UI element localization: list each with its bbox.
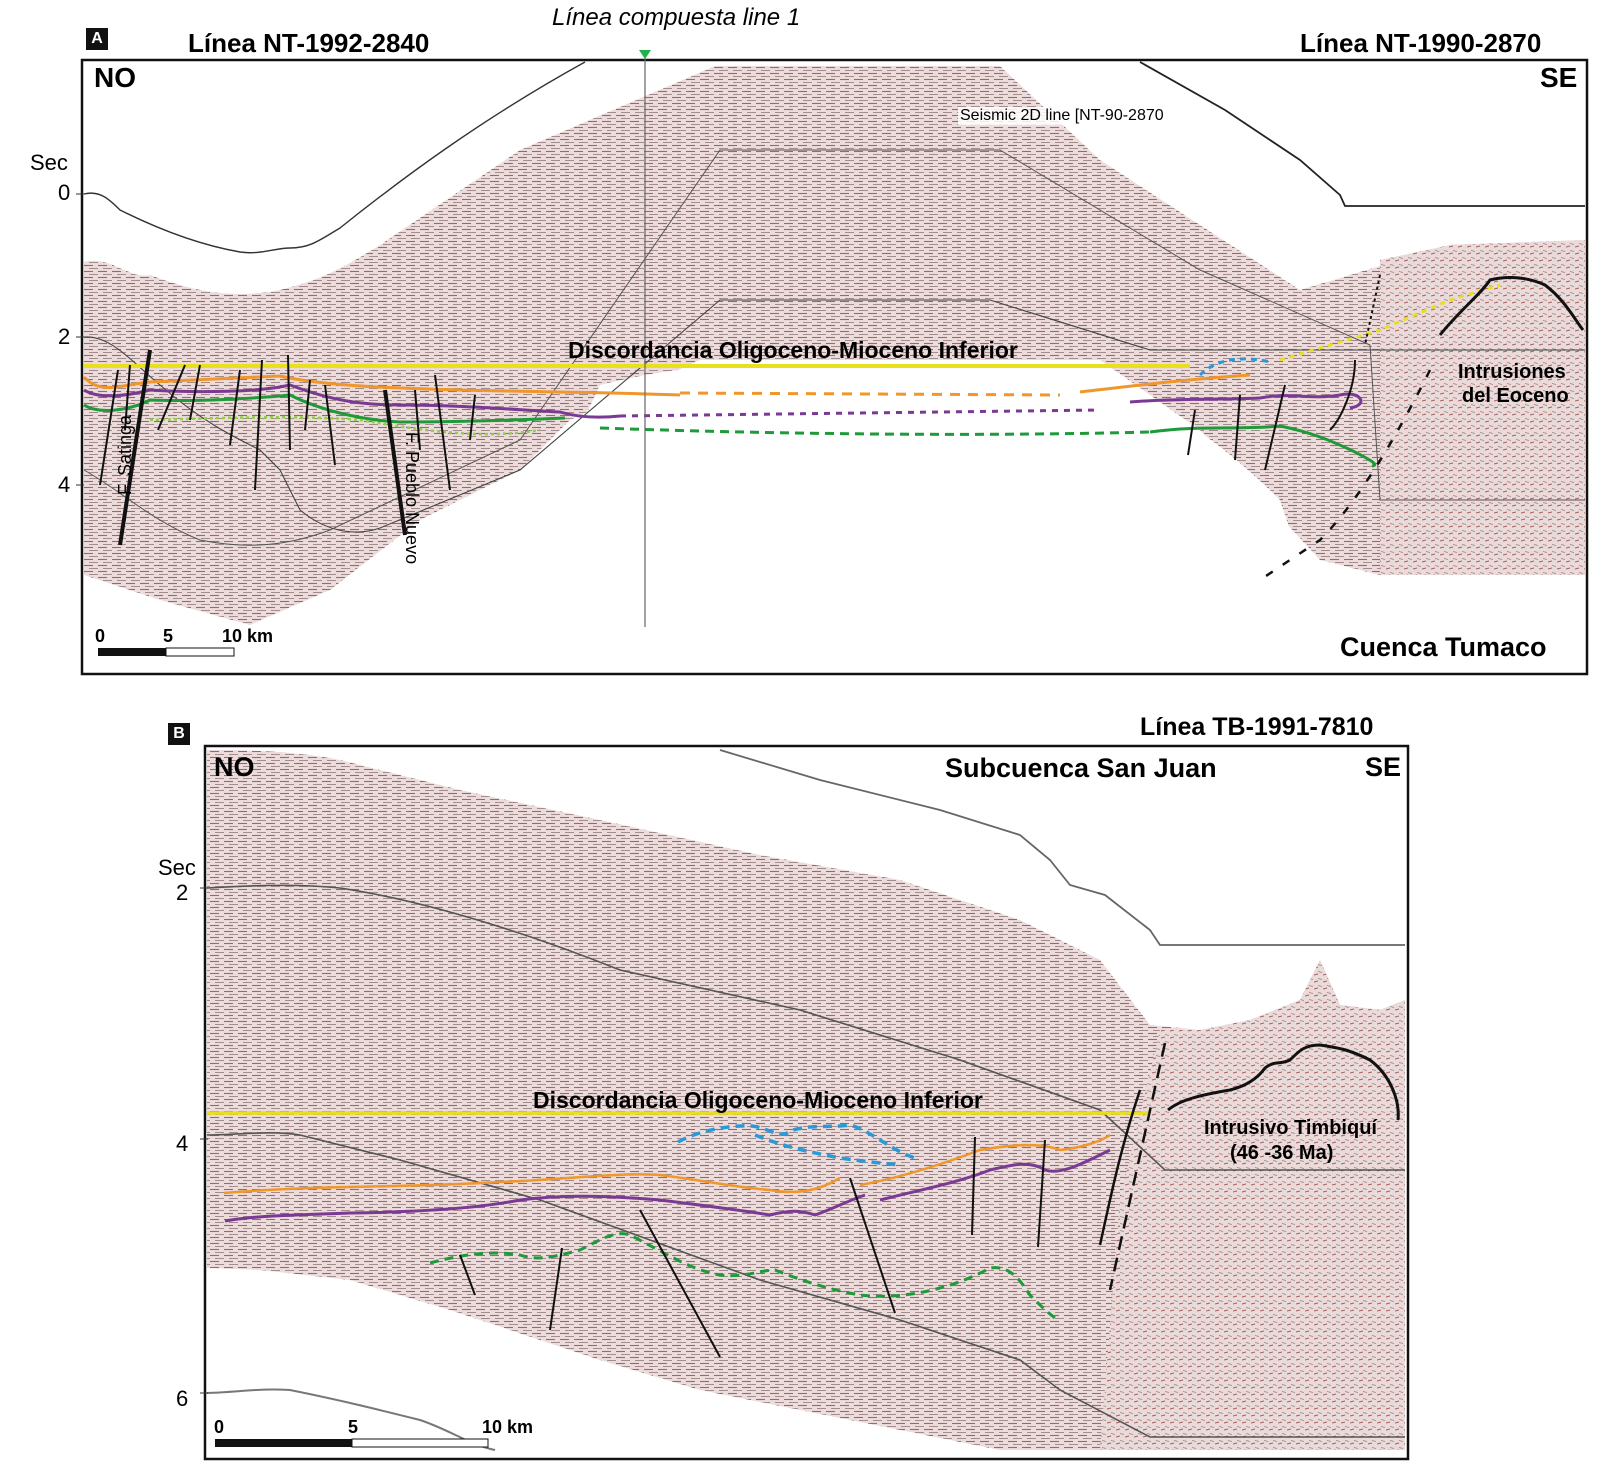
panel-b-horizon-blue — [677, 1123, 916, 1160]
panel-a-intrusion-label-1: Intrusiones — [1458, 361, 1566, 383]
fault-dashed-long — [1259, 369, 1432, 582]
fault-satinga-label: F. Satinga — [115, 414, 135, 495]
fault-pueblo-nuevo — [383, 389, 407, 536]
panel-a-unconformity-label: Discordancia Oligoceno-Mioceno Inferior — [568, 337, 1018, 363]
panel-a-basin-label: Cuenca Tumaco — [1340, 632, 1547, 662]
panel-b-tick-label-6: 6 — [176, 1386, 189, 1411]
panel-a-seafloor-right — [1139, 61, 1585, 207]
panel-a-horizon-purple-right — [1129, 392, 1363, 410]
panel-a-scale-bar-black — [98, 648, 166, 656]
panel-b-scale-bar-white — [351, 1438, 489, 1448]
panel-b-scale-mid: 5 — [348, 1417, 359, 1437]
panel-a-seismic-left-basin — [84, 66, 1585, 625]
panel-a-scale-mid: 5 — [163, 626, 174, 646]
panel-a-axis-unit: Sec — [30, 150, 68, 175]
panel-a-frame — [80, 58, 1589, 676]
panel-a-horizon-green-right — [1149, 424, 1377, 468]
panel-a-faults — [99, 274, 1585, 582]
panel-a-badge: A — [86, 28, 108, 50]
panel-a-line-left-title: Línea NT-1992-2840 — [188, 28, 430, 58]
panel-b-scale-zero: 0 — [214, 1417, 225, 1437]
panel-a-horizon-orange-dashed — [679, 391, 1061, 397]
panel-b-basement-line — [206, 1388, 496, 1451]
panel-a-intrusion-label-2: del Eoceno — [1462, 385, 1569, 407]
panel-b-badge: B — [168, 723, 190, 745]
panel-b-section — [200, 744, 1410, 1461]
panel-b-axis-unit: Sec — [158, 855, 196, 880]
panel-a-direction-se: SE — [1540, 62, 1578, 93]
panel-a-horizon-purple-dotted — [619, 408, 1101, 418]
panel-a-scale-zero: 0 — [95, 626, 106, 646]
panel-a-unconformity-dotted — [1279, 283, 1501, 362]
panel-a-intrusion-outline — [1438, 276, 1585, 336]
panel-b-tick-label-4: 4 — [176, 1131, 189, 1156]
panel-b-tick-label-2: 2 — [176, 880, 189, 905]
panel-a-seismic-east-block — [1380, 240, 1585, 575]
composite-line-title: Línea compuesta line 1 — [552, 4, 801, 31]
panel-b-seismic-east-block — [1100, 960, 1405, 1450]
fault-pueblo-nuevo-label: F. Pueblo Nuevo — [402, 432, 422, 565]
panel-b-intrusion-label-2: (46 -36 Ma) — [1230, 1142, 1334, 1164]
panel-a-line-right-title: Línea NT-1990-2870 — [1300, 28, 1542, 58]
panel-a-horizon-green-dashed — [599, 426, 1151, 436]
fault-dashed-panel-b — [1108, 1042, 1167, 1291]
panel-b-direction-se: SE — [1365, 752, 1402, 782]
panel-a-tick-label-2: 2 — [58, 324, 71, 349]
panel-b-horizon-orange — [223, 1173, 841, 1195]
panel-a-scale-end: 10 km — [222, 626, 274, 646]
panel-b-lower-line — [206, 1131, 1405, 1438]
panel-b-unconformity-label: Discordancia Oligoceno-Mioceno Inferior — [533, 1087, 983, 1113]
panel-a-horizon-purple — [83, 383, 621, 419]
panel-b-horizon-purple-right — [879, 1148, 1111, 1202]
seismic-line-caption: Seismic 2D line [NT-90-2870 — [958, 107, 1166, 125]
panel-a-tick-label-4: 4 — [58, 472, 71, 497]
panel-a-section — [76, 50, 1589, 676]
panel-a-seafloor-line — [83, 61, 586, 254]
panel-a-tick-label-0: 0 — [58, 180, 71, 205]
panel-b-frame — [203, 744, 1410, 1461]
composite-line-triangle-icon — [639, 50, 651, 59]
panel-b-seafloor-line — [719, 749, 1405, 946]
panel-b-void-lower — [207, 1270, 900, 1450]
panel-b-horizon-green — [429, 1232, 1059, 1322]
panel-b-line-title: Línea TB-1991-7810 — [1140, 713, 1374, 741]
panel-b-subbasin-label: Subcuenca San Juan — [945, 753, 1217, 783]
fault-satinga — [118, 349, 152, 546]
panel-a-basement-line — [83, 299, 1585, 533]
panel-b-scale-bar-black — [215, 1439, 352, 1447]
panel-b-horizon-blue-2 — [754, 1133, 901, 1167]
panel-b-horizon-orange-right — [859, 1133, 1111, 1187]
panel-b-intrusion-outline — [1167, 1043, 1400, 1121]
panel-b-horizon-purple — [224, 1193, 866, 1223]
panel-b-faults — [459, 1042, 1400, 1358]
panel-b-intrusion-label-1: Intrusivo Timbiquí — [1204, 1117, 1377, 1139]
panel-b-direction-no: NO — [214, 752, 255, 782]
panel-b-seismic-body — [207, 750, 1405, 1450]
panel-a-horizon-orange-right — [1079, 373, 1251, 394]
panel-b-upper-line — [206, 884, 1405, 1171]
panel-a-direction-no: NO — [94, 62, 136, 93]
panel-b-scale-end: 10 km — [482, 1417, 534, 1437]
panel-a-scale-bar-white — [165, 647, 235, 657]
panel-a-blue-horizon — [1198, 357, 1271, 377]
panel-a-horizon-lightgreen — [149, 416, 541, 436]
panel-a-void — [560, 369, 1300, 600]
